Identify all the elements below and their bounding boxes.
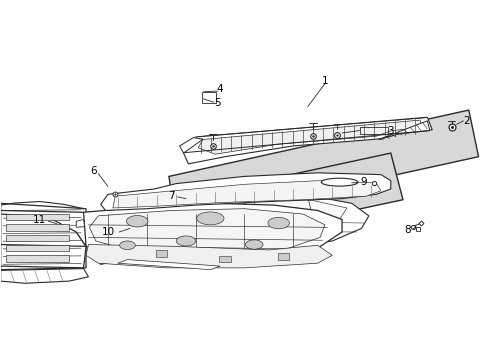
Polygon shape — [138, 195, 346, 225]
Text: 7: 7 — [168, 191, 174, 201]
Bar — [359, 127, 387, 134]
Bar — [5, 234, 69, 241]
Ellipse shape — [220, 202, 249, 216]
Polygon shape — [89, 209, 325, 255]
Polygon shape — [378, 121, 429, 139]
Polygon shape — [76, 220, 84, 227]
Polygon shape — [0, 211, 86, 246]
Bar — [5, 214, 69, 220]
Polygon shape — [101, 173, 390, 211]
Ellipse shape — [126, 216, 148, 227]
Polygon shape — [183, 117, 431, 164]
Polygon shape — [113, 181, 380, 208]
Text: 8: 8 — [404, 225, 410, 235]
Text: 10: 10 — [101, 227, 114, 237]
Text: 11: 11 — [33, 215, 46, 225]
Ellipse shape — [186, 233, 204, 242]
Polygon shape — [86, 244, 331, 268]
Bar — [201, 92, 216, 103]
Text: 4: 4 — [216, 84, 223, 94]
Polygon shape — [76, 203, 341, 262]
Polygon shape — [118, 260, 220, 270]
Bar — [5, 224, 69, 230]
Ellipse shape — [245, 240, 263, 249]
Ellipse shape — [196, 212, 224, 225]
Bar — [219, 256, 230, 262]
Text: 2: 2 — [462, 116, 468, 126]
Polygon shape — [0, 269, 88, 283]
Ellipse shape — [267, 217, 289, 229]
Ellipse shape — [163, 204, 188, 217]
Bar — [5, 245, 69, 251]
Polygon shape — [168, 110, 478, 223]
Ellipse shape — [120, 241, 135, 249]
Bar — [156, 250, 167, 257]
Polygon shape — [0, 244, 86, 268]
Text: 1: 1 — [321, 76, 327, 86]
Bar — [5, 255, 69, 262]
Text: 9: 9 — [360, 177, 366, 187]
Polygon shape — [179, 138, 203, 153]
Text: 5: 5 — [214, 98, 221, 108]
Text: 3: 3 — [386, 126, 393, 135]
Ellipse shape — [176, 236, 195, 246]
Polygon shape — [91, 153, 402, 264]
Polygon shape — [198, 120, 422, 154]
Bar — [277, 253, 289, 260]
Ellipse shape — [281, 208, 305, 221]
Ellipse shape — [259, 229, 278, 240]
Text: 6: 6 — [90, 166, 97, 176]
Polygon shape — [115, 191, 368, 252]
Polygon shape — [0, 203, 86, 270]
Ellipse shape — [321, 178, 357, 186]
